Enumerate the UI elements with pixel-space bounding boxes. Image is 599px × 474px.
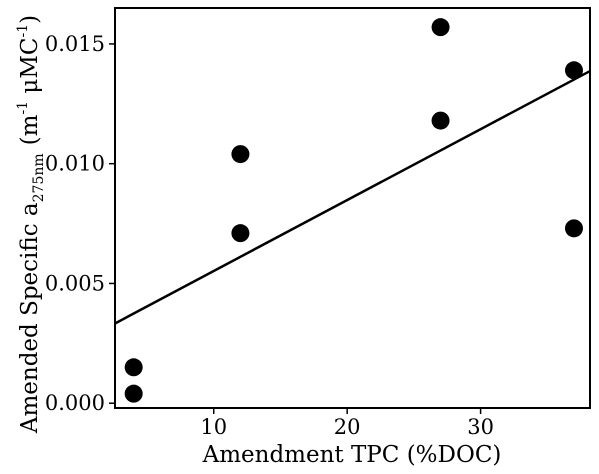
data-point xyxy=(431,18,450,37)
y-axis-title-units-open: (m xyxy=(17,114,43,145)
y-axis-title-units-mid: μMC xyxy=(17,37,43,100)
data-point xyxy=(564,61,583,80)
tick-labels: 10 20 30 0.000 0.005 0.010 0.015 xyxy=(45,32,494,439)
x-tick-label: 30 xyxy=(467,415,494,439)
axis-ticks xyxy=(109,43,482,414)
y-tick-label: 0.010 xyxy=(45,152,105,176)
y-tick-label: 0.005 xyxy=(45,271,105,295)
y-tick-label: 0.015 xyxy=(45,32,105,56)
y-axis-title-prefix: Amended Specific a xyxy=(17,202,43,434)
data-point xyxy=(231,224,250,243)
data-point xyxy=(564,219,583,238)
y-axis-title-subscript: 275nm xyxy=(31,153,47,202)
y-tick-label: 0.000 xyxy=(45,391,105,415)
data-point xyxy=(231,145,250,164)
data-point xyxy=(124,384,143,403)
plot-frame xyxy=(114,7,591,409)
data-point xyxy=(124,358,143,377)
x-tick-label: 10 xyxy=(200,415,227,439)
data-points xyxy=(124,18,583,403)
data-point xyxy=(431,111,450,130)
regression-fit xyxy=(114,69,591,325)
y-axis-title-sup1: -1 xyxy=(15,101,31,115)
plot-area xyxy=(114,7,591,409)
y-axis-title-units-close: ) xyxy=(17,15,43,24)
x-tick-label: 20 xyxy=(334,415,361,439)
y-axis-title: Amended Specific a275nm(m-1 μMC-1) xyxy=(15,15,47,434)
fit-line xyxy=(114,69,591,325)
x-axis-title: Amendment TPC (%DOC) xyxy=(202,442,502,468)
y-axis-title-sup2: -1 xyxy=(15,24,31,38)
